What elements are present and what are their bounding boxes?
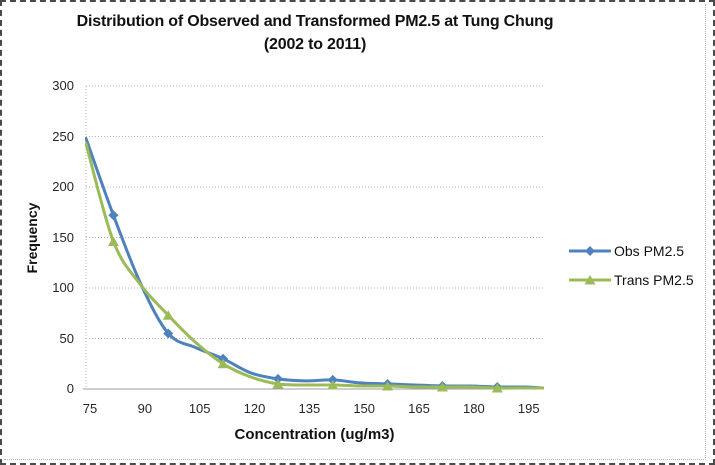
diamond-marker [272, 373, 283, 384]
y-tick-label: 0 [66, 381, 74, 396]
trans-line-triangle-icon [569, 275, 611, 285]
x-tick-label: 105 [188, 401, 211, 416]
chart-subtitle: (2002 to 2011) [263, 36, 367, 53]
y-tick-label: 300 [52, 78, 74, 93]
x-axis-title: Concentration (ug/m3) [234, 426, 395, 443]
series-trans-pm2-5 [85, 142, 544, 393]
legend: Obs PM2.5 Trans PM2.5 [568, 242, 694, 300]
series-line [85, 142, 544, 390]
legend-label-trans: Trans PM2.5 [614, 272, 694, 288]
series-obs-pm2-5 [85, 137, 544, 392]
y-tick-label: 200 [52, 179, 74, 194]
x-tick-label: 90 [137, 401, 153, 416]
x-tick-label: 75 [82, 401, 98, 416]
diamond-marker [108, 210, 119, 221]
x-tick-label: 165 [408, 401, 430, 416]
series-line [85, 137, 544, 390]
triangle-marker [107, 236, 119, 247]
triangle-marker [162, 310, 174, 320]
triangle-marker [382, 380, 394, 391]
legend-item-obs: Obs PM2.5 [568, 242, 694, 260]
triangle-marker [491, 382, 503, 393]
x-tick-label: 120 [243, 401, 266, 416]
triangle-marker [327, 379, 339, 390]
triangle-marker [272, 378, 284, 389]
y-tick-label: 50 [59, 330, 74, 346]
y-tick-label: 150 [52, 229, 74, 245]
y-tick-label: 250 [52, 128, 74, 144]
triangle-marker [217, 358, 229, 369]
legend-label-obs: Obs PM2.5 [614, 243, 685, 259]
diamond-marker [163, 328, 174, 339]
x-tick-label: 135 [298, 401, 321, 416]
x-tick-label: 195 [517, 401, 540, 416]
chart-title: Distribution of Observed and Transformed… [76, 13, 554, 30]
obs-line-diamond-icon [569, 246, 611, 256]
legend-item-trans: Trans PM2.5 [568, 271, 694, 289]
x-tick-label: 180 [463, 401, 485, 416]
triangle-marker [436, 381, 448, 392]
x-tick-label: 150 [353, 401, 376, 416]
diamond-marker [327, 374, 338, 385]
y-tick-label: 100 [52, 280, 74, 295]
